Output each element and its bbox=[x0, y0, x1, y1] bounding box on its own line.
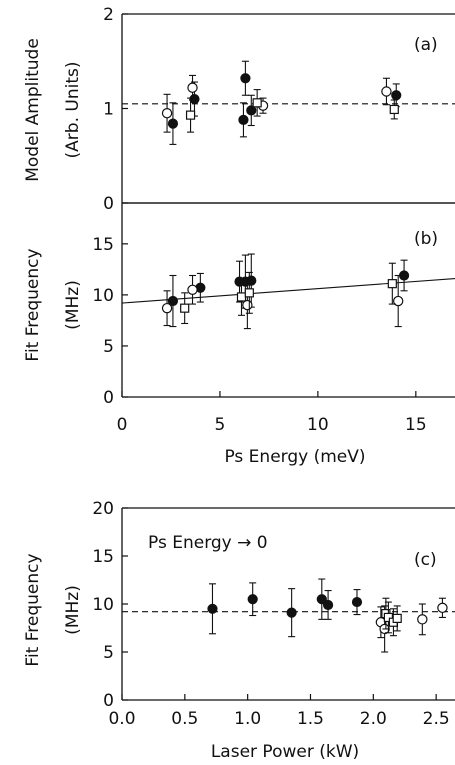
panel-c-x-tick-label: 2.0 bbox=[360, 709, 387, 729]
panel-b-point-open-circle bbox=[392, 295, 404, 307]
panel-b-point-open-circle bbox=[187, 284, 198, 295]
panel-b-point-open-circle bbox=[161, 302, 173, 314]
panel-b-y-tick-label: 0 bbox=[103, 388, 114, 408]
panel-c-point-open-circle bbox=[437, 602, 448, 614]
panel-a-y-tick-label: 2 bbox=[103, 5, 114, 25]
panel-c-x-tick-label: 0.5 bbox=[171, 709, 198, 729]
panel-c-point-filled-circle bbox=[322, 599, 334, 611]
panel-c-y-tick-label: 20 bbox=[92, 499, 114, 519]
panel-b-y-tick-label: 5 bbox=[103, 337, 114, 357]
panel-c-y-tick-label: 5 bbox=[103, 643, 114, 663]
panel-c-x-tick-label: 2.5 bbox=[423, 709, 450, 729]
panel-b-y-tick-label: 10 bbox=[92, 286, 114, 306]
panel-c-point-filled-circle bbox=[351, 596, 363, 608]
panel-c-point-filled-circle bbox=[247, 594, 258, 605]
panel-a-label: (a) bbox=[414, 35, 438, 55]
panel-b-point-filled-circle bbox=[167, 295, 179, 307]
panel-c-xlabel: Laser Power (kW) bbox=[211, 742, 359, 762]
panel-c-y-tick-label: 15 bbox=[92, 547, 114, 567]
panel-a-point-open-square bbox=[252, 98, 262, 108]
panel-a-point-open-circle bbox=[187, 82, 198, 93]
panel-c-point-open-square bbox=[392, 613, 402, 624]
panel-c-point-filled-circle bbox=[286, 607, 297, 618]
panel-b-point-open-square bbox=[236, 292, 247, 302]
panel-b-point-open-circle bbox=[242, 299, 253, 311]
panel-c-x-tick-label: 1.0 bbox=[234, 709, 261, 729]
panel-b-x-tick-label: 15 bbox=[405, 415, 427, 435]
panel-b-x-tick-label: 10 bbox=[307, 415, 329, 435]
panel-b-point-open-square bbox=[387, 279, 397, 289]
panel-b-x-tick-label: 0 bbox=[117, 415, 128, 435]
panel-c-label: (c) bbox=[414, 550, 437, 570]
panel-c-y-tick-label: 0 bbox=[103, 691, 114, 711]
panel-a-point-filled-circle bbox=[189, 93, 200, 105]
panel-a-point-open-circle bbox=[161, 108, 173, 119]
panel-c-point-open-square bbox=[383, 612, 393, 623]
panel-b-label: (b) bbox=[414, 229, 438, 249]
panel-b-ylabel-line1: Fit Frequency bbox=[23, 248, 43, 361]
panel-a-y-tick-label: 1 bbox=[103, 100, 114, 120]
panel-a-y-tick-label: 0 bbox=[103, 194, 114, 214]
panel-a-point-open-square bbox=[389, 104, 399, 115]
panel-c-annotation: Ps Energy → 0 bbox=[148, 533, 268, 553]
panel-b-x-tick-label: 5 bbox=[215, 415, 226, 435]
panel-c-point-open-circle bbox=[417, 614, 428, 625]
panel-b-point-filled-circle bbox=[246, 275, 257, 286]
panel-b-point-open-square bbox=[180, 303, 190, 313]
panel-a-point-filled-circle bbox=[246, 105, 257, 116]
panel-a-point-filled-circle bbox=[238, 114, 249, 125]
panel-a-point-open-circle bbox=[381, 86, 392, 97]
panel-c-ylabel-line1: Fit Frequency bbox=[23, 553, 43, 666]
panel-c-point-filled-circle bbox=[207, 603, 218, 614]
panel-a-point-filled-circle bbox=[240, 73, 251, 84]
panel-a-point-open-square bbox=[185, 110, 196, 120]
panel-c-point-filled-circle bbox=[316, 594, 327, 605]
panel-a-ylabel-line2: (Arb. Units) bbox=[63, 62, 83, 159]
panel-c-y-tick-label: 10 bbox=[92, 595, 114, 615]
panel-c-ylabel-line2: (MHz) bbox=[63, 585, 83, 635]
panel-a-point-filled-circle bbox=[391, 90, 402, 101]
panel-b-xlabel: Ps Energy (meV) bbox=[224, 447, 365, 467]
panel-c-x-tick-label: 1.5 bbox=[297, 709, 324, 729]
panel-a-point-filled-circle bbox=[167, 118, 179, 129]
panel-c-x-tick-label: 0.0 bbox=[108, 709, 135, 729]
panel-b-point-open-square bbox=[244, 288, 254, 298]
panel-a-ylabel-line1: Model Amplitude bbox=[23, 38, 43, 182]
panel-b-ylabel-line2: (MHz) bbox=[63, 280, 83, 330]
panel-b-y-tick-label: 15 bbox=[92, 235, 114, 255]
